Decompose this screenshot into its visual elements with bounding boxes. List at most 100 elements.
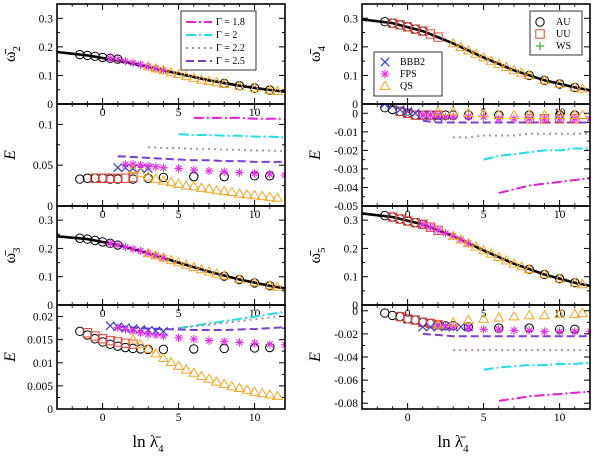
point-QS-E2-3	[150, 173, 162, 183]
point-FPS-omega3-6	[151, 251, 160, 260]
ylabel-sub-omega3: 3	[11, 247, 23, 253]
ytick-label-E2-1: 0.05	[33, 160, 53, 172]
point-FPS-E5-2	[449, 322, 458, 332]
point-AU-E2-0	[75, 174, 85, 184]
point-QS-omega3-10	[218, 269, 230, 280]
point-AU-omega2-2	[90, 51, 100, 61]
series-g25-E2	[117, 155, 285, 163]
point-QS-E5-5	[508, 310, 520, 321]
point-BBB2-E5-0	[418, 322, 428, 332]
point-FPS-E2-11	[250, 169, 259, 178]
x-axis-title-right-sub: 4	[463, 443, 469, 455]
ytick-label-E4-3: -0.02	[334, 145, 358, 157]
point-UU-E2-2	[105, 173, 115, 183]
point-QS-E3-1	[134, 338, 147, 349]
point-QS-E4-0	[432, 105, 444, 116]
point-QS-E2-2	[142, 170, 154, 181]
point-QS-omega3-5	[180, 259, 192, 269]
series-g25-E4	[422, 119, 590, 124]
plot-area-E2	[75, 116, 285, 202]
point-QS-omega3-3	[165, 254, 177, 265]
point-QS-omega4-13	[569, 81, 581, 92]
svg-text:ln λ̄4: ln λ̄4	[132, 432, 164, 455]
series-g2-E2	[178, 133, 285, 139]
point-QS-omega3-1	[150, 249, 162, 260]
point-UU-E3-4	[113, 337, 123, 347]
point-FPS-E3-5	[151, 330, 160, 340]
point-QS-E2-10	[203, 183, 215, 193]
panel-E3: 0 0.005 0.01 0.015 0.02 0 5 10 E	[2, 304, 286, 424]
point-QS-E2-4	[157, 175, 170, 185]
plot-area-omega4	[362, 17, 590, 93]
ytick-label-omega2-3: 0.3	[39, 13, 54, 25]
series-QS-E5	[432, 307, 589, 329]
ytick-label-E5-4: 0	[352, 306, 358, 318]
point-QS-E2-6	[172, 178, 185, 188]
legend-symbol-WS	[535, 41, 545, 51]
point-QS-E2-1	[134, 167, 147, 178]
series-FPS-E5	[433, 320, 590, 336]
ytick-label-omega4-3: 0.3	[344, 13, 359, 25]
point-FPS-omega5-4	[449, 231, 458, 241]
point-QS-E3-19	[271, 390, 284, 400]
point-QS-omega5-8	[508, 258, 520, 268]
point-UU-omega4-2	[402, 22, 413, 32]
ytick-label-omega3-2: 0.2	[39, 243, 54, 255]
point-FPS-E3-3	[136, 328, 145, 337]
ytick-label-omega4-0: 0	[352, 99, 358, 111]
point-FPS-E3-6	[159, 331, 168, 341]
ytick-label-E4-2: -0.03	[334, 164, 358, 176]
point-UU-omega4-6	[433, 32, 443, 42]
ytick-label-omega4-1: 0.1	[344, 70, 359, 82]
plot-area-omega2	[57, 49, 285, 96]
point-FPS-E5-3	[464, 323, 473, 333]
point-AU-E5-0	[380, 308, 390, 318]
ytick-label-omega5-3: 0.3	[344, 215, 359, 227]
point-FPS-E2-0	[121, 160, 130, 169]
ylabel-main-E5: E	[307, 352, 324, 363]
point-QS-E3-16	[248, 386, 261, 396]
point-QS-omega2-5	[180, 70, 192, 81]
point-QS-omega2-9	[210, 76, 223, 87]
ytick-label-E5-1: -0.06	[334, 375, 358, 387]
series-g22-E3	[148, 314, 285, 333]
ylabel-E4: E	[307, 150, 324, 161]
point-FPS-E4-4	[449, 112, 458, 122]
legend-gamma-label-1: Γ = 1.8	[216, 17, 245, 28]
series-g25-E5	[422, 332, 590, 338]
point-QS-omega5-4	[477, 244, 490, 255]
point-QS-omega5-1	[455, 233, 467, 244]
ylabel-main-E3: E	[2, 352, 19, 363]
theory-curve-omega3	[57, 235, 285, 290]
point-QS-omega2-1	[150, 62, 162, 73]
point-QS-omega2-11	[233, 80, 246, 91]
xtick-label-omega3-2: 10	[249, 308, 261, 320]
ylabel-main-omega2: ω̄	[2, 48, 19, 62]
series-g18-E5	[498, 390, 590, 402]
point-FPS-E5-9	[555, 327, 564, 336]
panel-omega5: 00.10.20.30 5 10ω̄5	[307, 205, 591, 320]
point-UU-E2-3	[113, 173, 123, 183]
point-FPS-omega3-2	[121, 242, 130, 252]
point-UU-E2-0	[90, 173, 100, 183]
point-QS-omega5-0	[447, 230, 459, 240]
xtick-label-omega5-0: 0	[405, 308, 411, 320]
point-FPS-omega3-1	[113, 240, 122, 250]
point-QS-omega5-5	[485, 248, 497, 258]
point-UU-E3-2	[97, 334, 108, 344]
plot-area-omega3	[57, 233, 285, 291]
point-AU-omega2-3	[97, 52, 108, 63]
point-FPS-omega3-3	[128, 244, 138, 254]
ytick-label-E2-2: 0.1	[39, 119, 54, 131]
ylabel-omega4: ω̄4	[307, 45, 328, 62]
series-g22-E4	[453, 132, 590, 139]
point-QS-E3-5	[165, 356, 177, 367]
point-QS-omega5-6	[493, 251, 505, 262]
point-UU-E3-1	[90, 331, 100, 341]
ytick-label-E5-3: -0.02	[334, 329, 358, 341]
xtick-label-E4-1: 5	[481, 209, 487, 221]
point-UU-omega5-1	[395, 214, 405, 224]
point-FPS-omega2-7	[159, 66, 168, 75]
point-BBB2-E3-0	[105, 321, 115, 331]
point-FPS-E5-8	[540, 327, 549, 336]
